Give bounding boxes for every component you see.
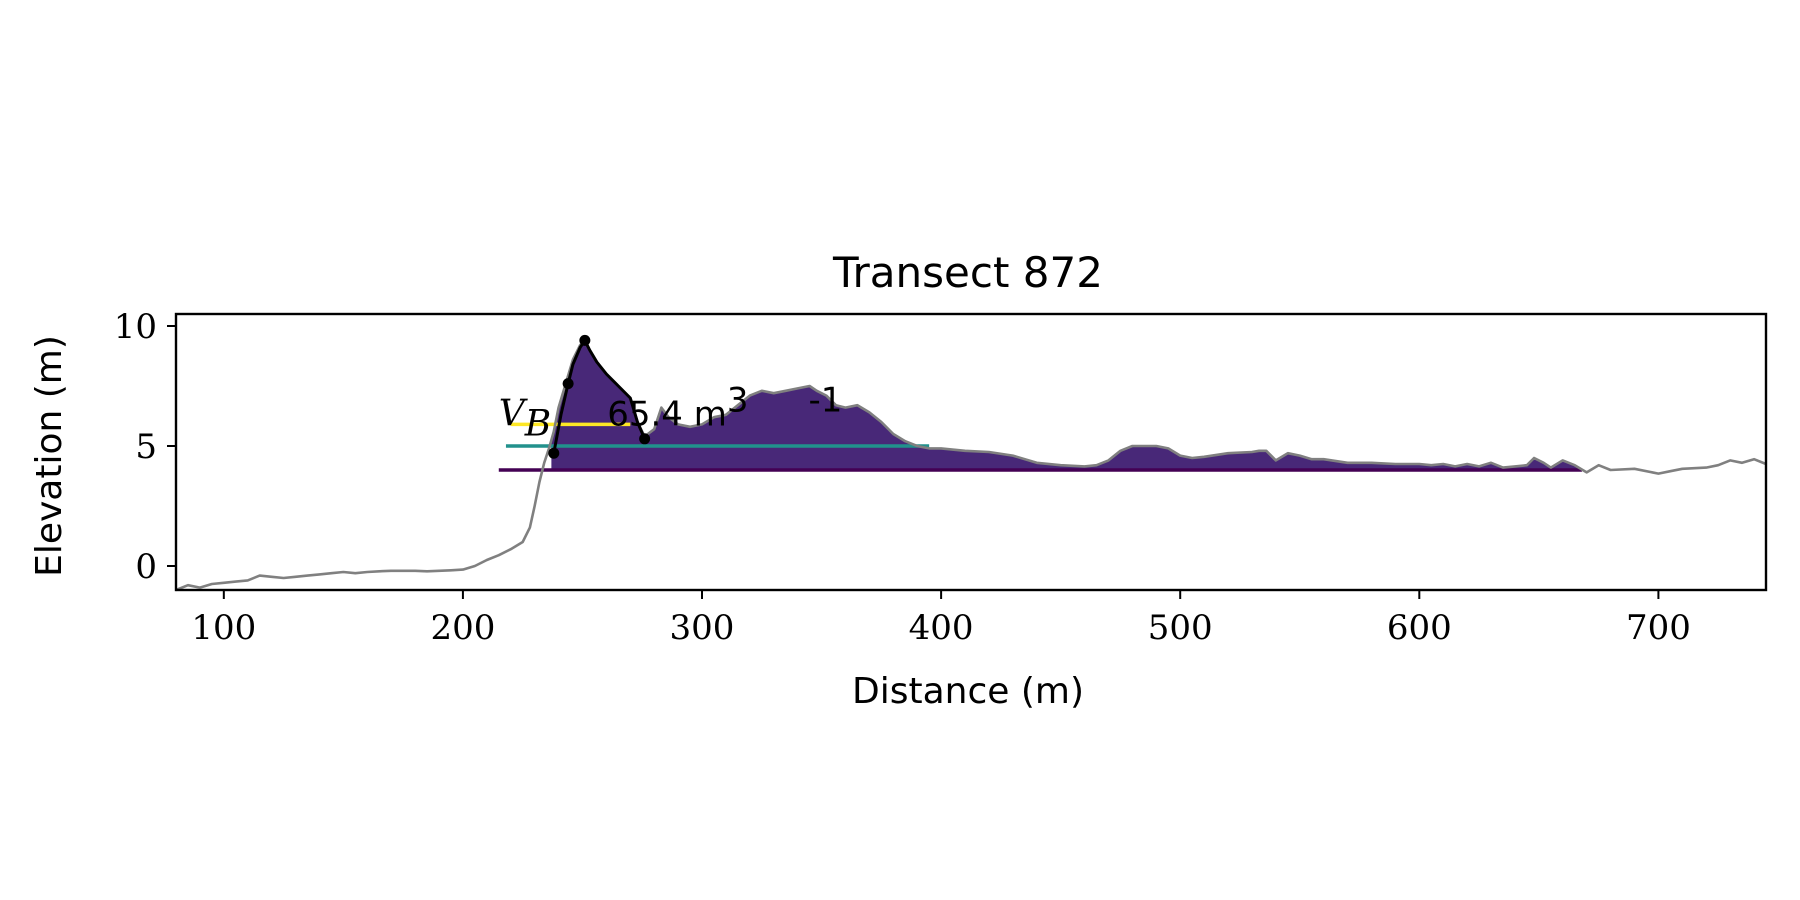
annotation-exponent-1: 3	[727, 381, 749, 421]
annotation-value: 65.4 m	[607, 395, 727, 435]
x-tick-label-2: 300	[670, 608, 735, 648]
marker-layer	[548, 334, 651, 459]
x-tick-label-5: 600	[1387, 608, 1452, 648]
marker-point-2	[579, 334, 591, 346]
x-tick-label-3: 400	[909, 608, 974, 648]
annotation-subscript: B	[524, 404, 551, 445]
profile-layer	[175, 339, 1767, 592]
volume-annotation: VB 65.4 m3 -1	[499, 381, 843, 445]
y-axis-ticks: 0 5 10	[114, 307, 176, 587]
x-tick-label-6: 700	[1626, 608, 1691, 648]
plot-frame	[174, 312, 1768, 592]
y-tick-label-0: 0	[135, 547, 157, 587]
marker-point-3	[639, 433, 651, 445]
elevation-profile-line	[175, 339, 1767, 592]
fill-region-2	[551, 340, 1582, 472]
chart-title: Transect 872	[832, 248, 1103, 297]
x-axis-ticks: 100 200 300 400 500 600 700	[191, 590, 1691, 648]
x-axis-label: Distance (m)	[852, 671, 1084, 712]
x-tick-label-0: 100	[191, 608, 256, 648]
marker-point-0	[548, 447, 560, 459]
x-tick-label-1: 200	[430, 608, 495, 648]
annotation-exponent-2: -1	[808, 381, 842, 421]
annotation-symbol: V	[499, 394, 529, 435]
y-tick-label-1: 5	[135, 427, 157, 467]
level-lines-layer	[498, 422, 1582, 472]
y-axis-label: Elevation (m)	[29, 335, 70, 577]
y-tick-label-2: 10	[114, 307, 157, 347]
x-tick-label-4: 500	[1148, 608, 1213, 648]
marker-point-1	[562, 378, 574, 390]
